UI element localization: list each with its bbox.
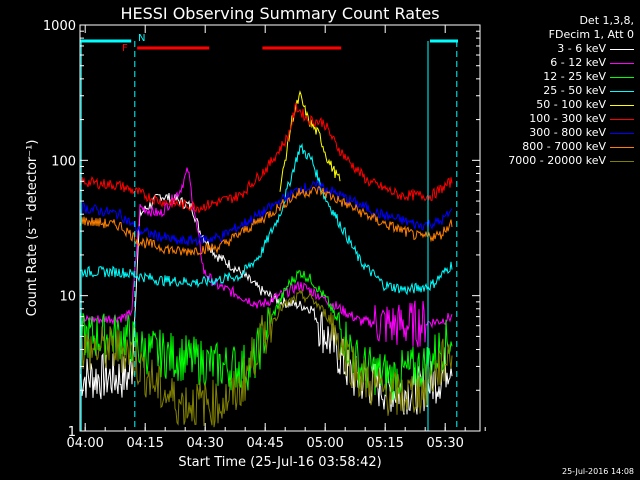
- legend-swatch: [610, 119, 634, 120]
- legend-swatch: [610, 63, 634, 64]
- legend-entry-8: 800 - 7000 keV: [474, 140, 634, 154]
- chart-title: HESSI Observing Summary Count Rates: [120, 4, 439, 23]
- series-line-2: [79, 167, 453, 348]
- annotation-f: F: [122, 43, 128, 54]
- legend-label: 6 - 12 keV: [550, 56, 606, 69]
- y-axis: 1 10 100 1000: [43, 19, 480, 440]
- legend-swatch: [610, 77, 634, 78]
- legend-header-2: FDecim 1, Att 0: [548, 28, 634, 41]
- series-line-5: [279, 90, 341, 192]
- legend-entry-5: 50 - 100 keV: [474, 98, 634, 112]
- timestamp: 25-Jul-2016 14:08: [561, 467, 634, 476]
- legend: Det 1,3,8, FDecim 1, Att 0 3 - 6 keV 6 - …: [474, 14, 634, 168]
- legend-entry-1: 3 - 6 keV: [474, 42, 634, 56]
- legend-label: 3 - 6 keV: [557, 42, 606, 55]
- legend-label: 7000 - 20000 keV: [508, 154, 606, 167]
- series-line-9: [79, 288, 453, 428]
- legend-entries: 3 - 6 keV 6 - 12 keV 12 - 25 keV 25 - 50 ke…: [474, 42, 634, 168]
- x-tick-label: 04:45: [246, 436, 283, 451]
- plot-frame: [79, 24, 481, 432]
- legend-entry-2: 6 - 12 keV: [474, 56, 634, 70]
- y-tick-label-100: 100: [51, 154, 76, 169]
- x-axis: 04:00 04:15 04:30 04:45 05:00 05:15 05:30: [66, 25, 486, 451]
- y-tick-label-10: 10: [59, 290, 76, 305]
- x-tick-label: 04:15: [126, 436, 163, 451]
- legend-label: 800 - 7000 keV: [522, 140, 606, 153]
- series-line-4: [79, 142, 453, 296]
- y-tick-label-1: 1: [68, 425, 76, 440]
- x-axis-label: Start Time (25-Jul-16 03:58:42): [178, 455, 381, 470]
- legend-swatch: [610, 147, 634, 148]
- legend-label: 300 - 800 keV: [529, 126, 606, 139]
- legend-header-1: Det 1,3,8,: [579, 14, 634, 27]
- legend-swatch: [610, 133, 634, 134]
- legend-label: 12 - 25 keV: [543, 70, 606, 83]
- plot-area: NF: [79, 33, 458, 431]
- legend-label: 50 - 100 keV: [536, 98, 606, 111]
- legend-entry-6: 100 - 300 keV: [474, 112, 634, 126]
- legend-swatch: [610, 91, 634, 92]
- series-line-6: [79, 102, 453, 214]
- y-axis-label: Count Rate (s⁻¹ detector⁻¹): [25, 140, 40, 317]
- x-tick-label: 05:00: [306, 436, 343, 451]
- legend-label: 100 - 300 keV: [529, 112, 606, 125]
- legend-entry-4: 25 - 50 keV: [474, 84, 634, 98]
- series-line-1: [79, 193, 453, 415]
- series-line-8: [79, 185, 453, 256]
- x-tick-label: 04:30: [186, 436, 223, 451]
- legend-swatch: [610, 161, 634, 162]
- series-line-3: [79, 270, 453, 401]
- x-tick-label: 05:15: [366, 436, 403, 451]
- legend-entry-3: 12 - 25 keV: [474, 70, 634, 84]
- x-tick-label: 04:00: [66, 436, 103, 451]
- annotation-n: N: [138, 33, 145, 44]
- y-tick-label-1000: 1000: [43, 19, 76, 34]
- legend-swatch: [610, 49, 634, 50]
- legend-label: 25 - 50 keV: [543, 84, 606, 97]
- x-tick-label: 05:30: [426, 436, 463, 451]
- series-line-7: [79, 180, 453, 247]
- legend-swatch: [610, 105, 634, 106]
- legend-entry-9: 7000 - 20000 keV: [474, 154, 634, 168]
- legend-entry-7: 300 - 800 keV: [474, 126, 634, 140]
